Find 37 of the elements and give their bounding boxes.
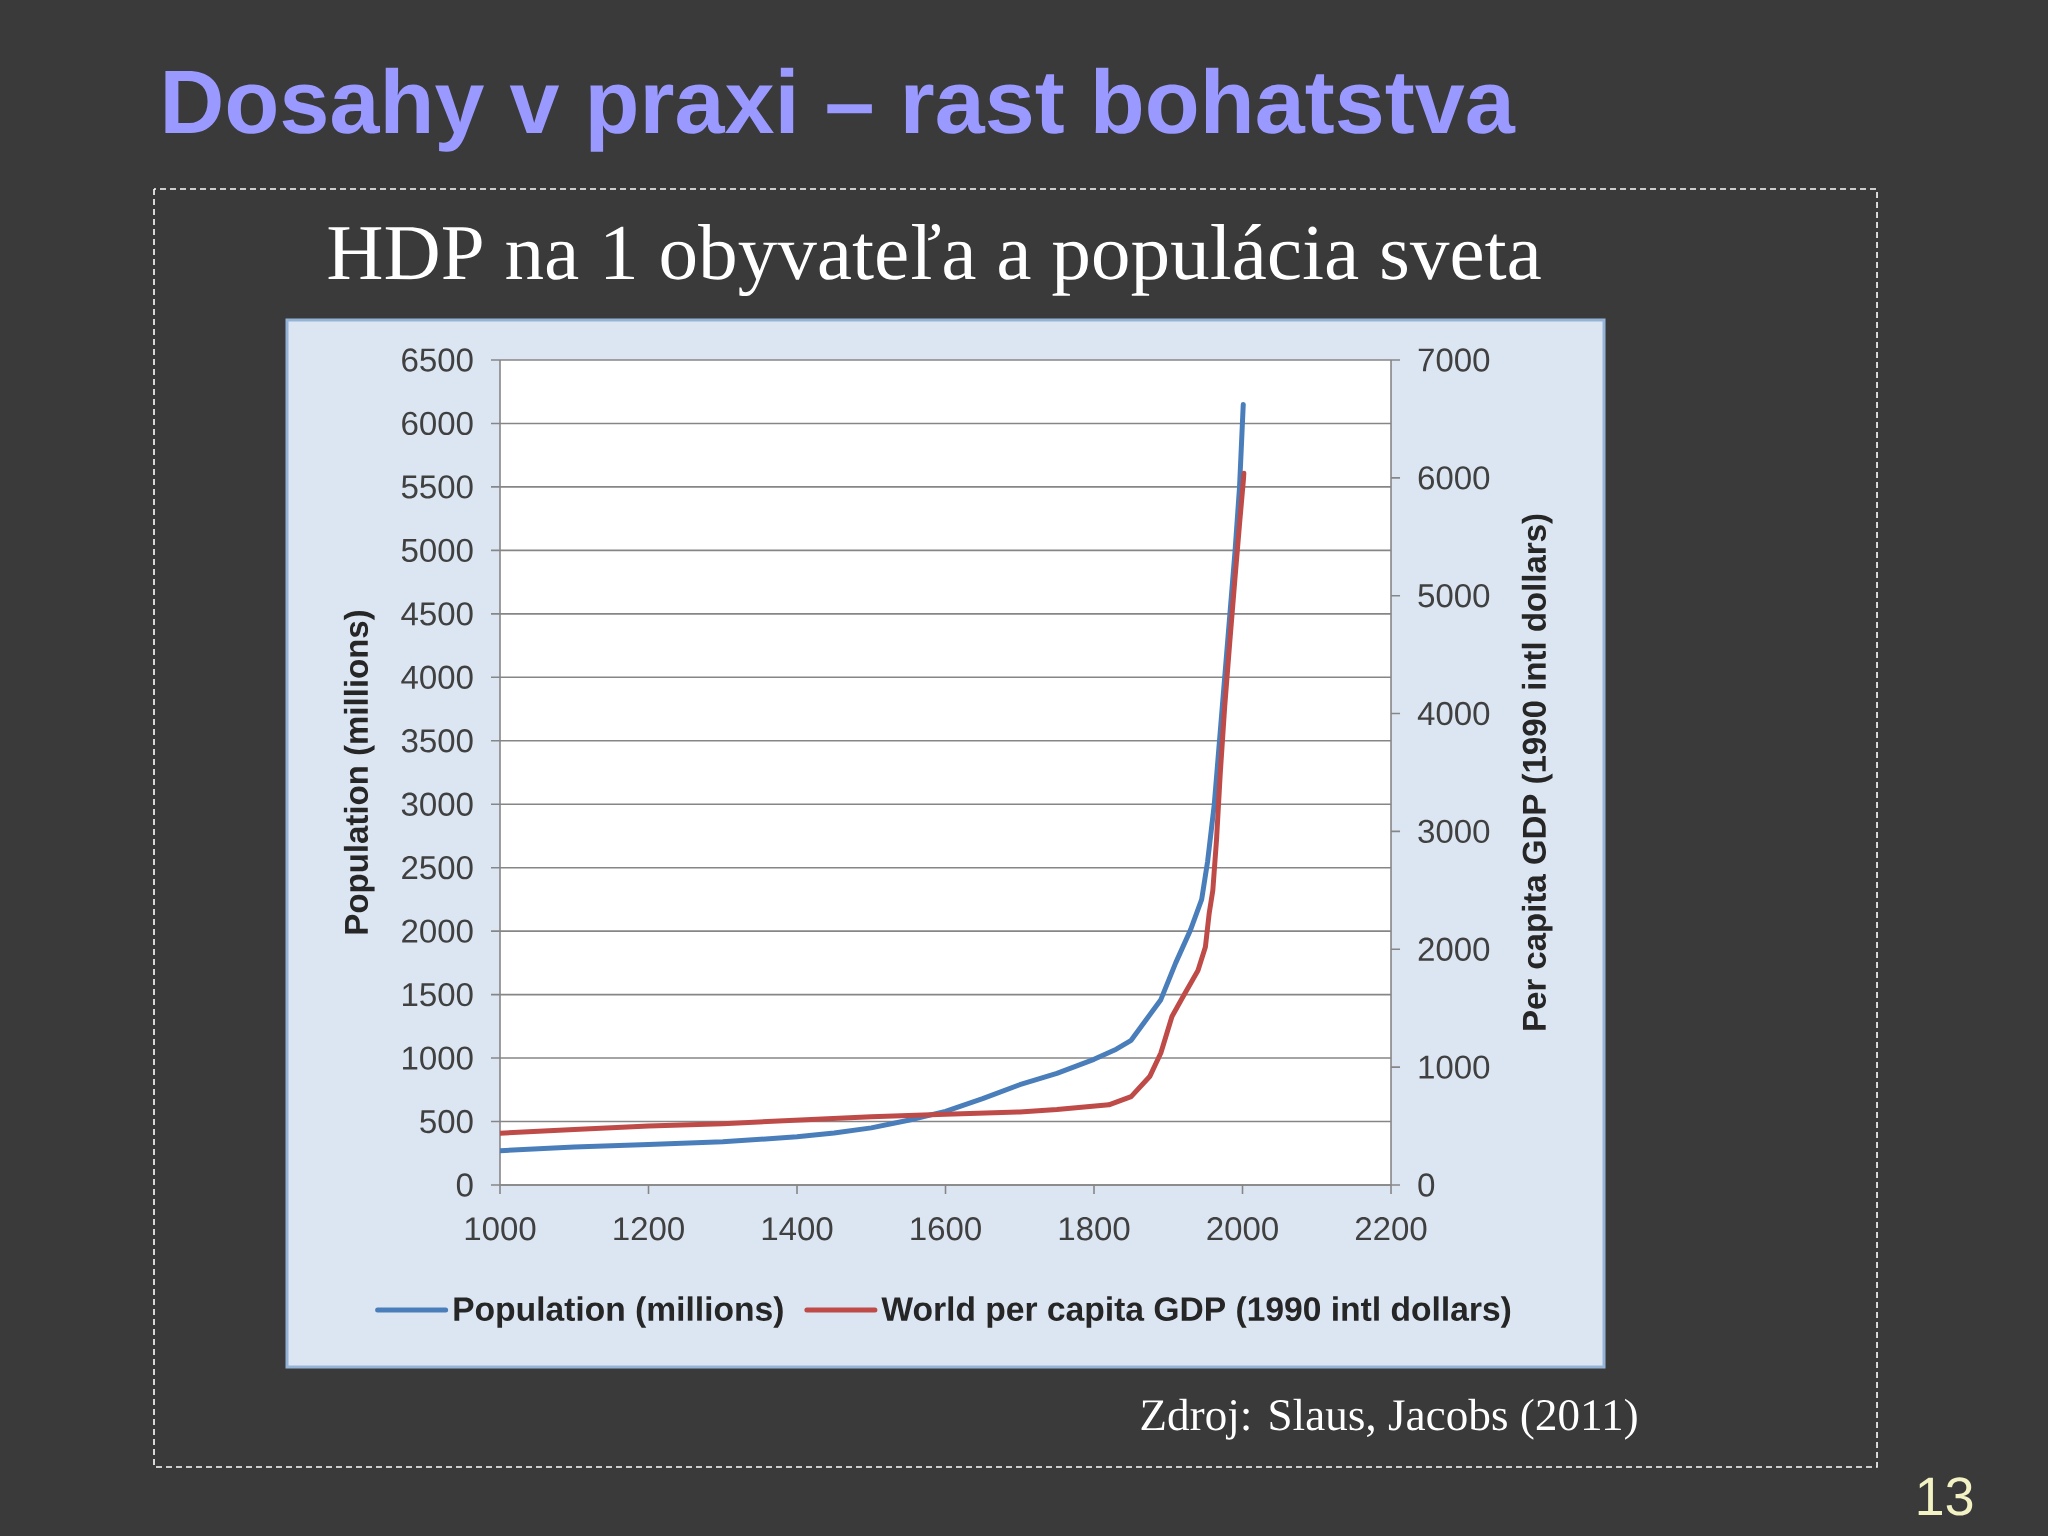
y2-tick-label: 3000 (1418, 819, 1490, 844)
y2-tick-label: 7000 (1418, 348, 1490, 372)
y2-tick-label: 0 (1418, 1173, 1435, 1197)
y-tick-label: 1000 (403, 1046, 473, 1070)
x-tick-label: 1000 (465, 1217, 536, 1241)
y-tick-label: 4500 (401, 602, 473, 626)
chart-title: Dosahy v praxi – rast bohatstva (165, 67, 1516, 152)
x-tick-label: 1600 (911, 1217, 981, 1241)
text: Zdroj: Slaus, Jacobs (2011) (1141, 1398, 1637, 1440)
y-tick-label: 0 (456, 1173, 473, 1197)
chart-subtitle: HDP na 1 obyvateľa a populácia sveta (328, 223, 1541, 297)
y-tick-label: 6500 (402, 348, 473, 372)
legend-label: World per capita GDP (1990 intl dollars) (881, 1296, 1511, 1328)
y-tick-label: 4000 (401, 665, 473, 689)
y2-axis-title: Per capita GDP (1990 intl dollars) (1521, 514, 1553, 1030)
y2-tick-label: 1000 (1419, 1055, 1490, 1079)
x-tick-label: 2200 (1355, 1217, 1427, 1241)
y2-tick-label: 6000 (1418, 466, 1490, 490)
y-tick-label: 3500 (401, 729, 473, 753)
y-tick-label: 1500 (403, 982, 473, 1007)
y-tick-label: 5000 (401, 538, 473, 563)
y2-tick-label: 4000 (1417, 701, 1490, 726)
y-tick-label: 5500 (401, 475, 473, 499)
text: 13 (1918, 1477, 1973, 1516)
y-tick-label: 500 (420, 1109, 473, 1134)
y-tick-label: 3000 (401, 792, 473, 816)
x-tick-label: 1200 (614, 1217, 684, 1241)
y-tick-label: 2000 (402, 919, 473, 943)
y-tick-label: 6000 (402, 411, 473, 436)
y2-tick-label: 2000 (1418, 937, 1490, 961)
x-tick-label: 2000 (1207, 1217, 1278, 1241)
y-tick-label: 2500 (402, 855, 473, 880)
x-tick-label: 1800 (1059, 1217, 1130, 1241)
y-axis-title: Population (millions) (343, 610, 375, 934)
y2-tick-label: 5000 (1418, 584, 1490, 608)
x-tick-label: 1400 (762, 1217, 833, 1241)
legend-label: Population (millions) (454, 1296, 783, 1328)
